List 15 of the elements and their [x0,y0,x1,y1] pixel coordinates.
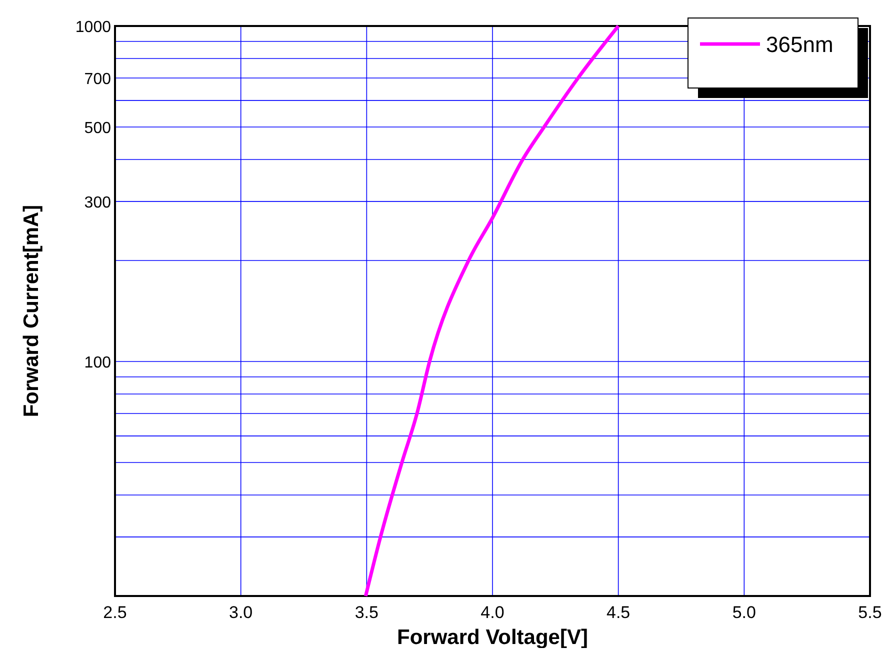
y-tick-label: 100 [84,354,112,372]
x-tick-label: 5.0 [732,603,756,622]
y-tick-label: 300 [84,194,112,212]
line-series [364,24,620,598]
x-tick-label: 5.5 [858,603,882,622]
x-tick-label: 4.0 [480,603,504,622]
x-tick-label: 3.0 [229,603,253,622]
x-tick-label: 4.5 [606,603,630,622]
y-tick-label: 700 [84,70,112,88]
legend-label: 365nm [766,32,834,57]
x-tick-label: 3.5 [354,603,378,622]
y-tick-label: 500 [84,120,112,137]
y-axis-title: Forward Current[mA] [20,204,43,418]
x-tick-label: 2.5 [103,603,127,622]
y-tick-label: 1000 [75,19,112,36]
